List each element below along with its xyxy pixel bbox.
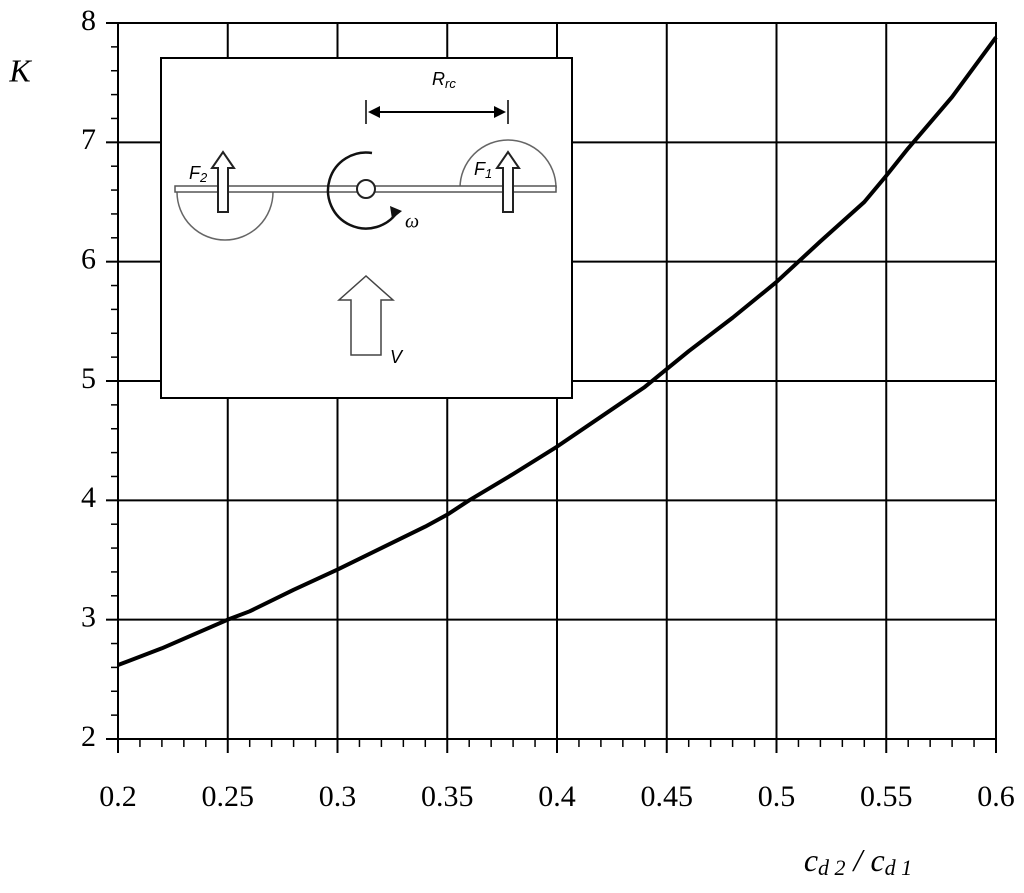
hub <box>356 179 376 199</box>
x-tick-label: 0.55 <box>860 780 913 813</box>
x-label-part: d 2 <box>818 855 846 880</box>
x-tick-label: 0.6 <box>977 780 1015 813</box>
inset-text: F <box>474 159 486 179</box>
y-tick-label: 4 <box>81 481 96 514</box>
x-tick-label: 0.2 <box>99 780 137 813</box>
inset-label: Rrc <box>432 69 456 92</box>
inset-text: 1 <box>485 166 492 181</box>
inset-diagram <box>160 57 573 399</box>
force-arrow <box>210 150 236 213</box>
rotation-arc <box>326 151 400 230</box>
x-axis-label: cd 2 / cd 1 <box>804 842 912 880</box>
y-axis-label: K <box>8 52 32 88</box>
rotation-arrowhead <box>390 206 402 219</box>
y-tick-label: 5 <box>81 362 96 395</box>
plot-frame <box>117 22 997 740</box>
x-label-part: c <box>804 842 818 878</box>
y-tick-label: 3 <box>81 601 96 634</box>
x-tick-label: 0.45 <box>641 780 694 813</box>
y-tick-label: 6 <box>81 243 96 276</box>
velocity-arrow <box>337 274 395 356</box>
inset-label: F2 <box>189 163 208 186</box>
x-label-part: d 1 <box>885 855 913 880</box>
x-label-part: / <box>846 842 871 878</box>
left-half-disc <box>176 191 274 241</box>
right-half-disc <box>459 139 557 189</box>
x-label-part: c <box>870 842 884 878</box>
y-tick-label: 8 <box>81 4 96 37</box>
x-tick-label: 0.4 <box>538 780 576 813</box>
y-tick-label: 2 <box>81 720 96 753</box>
x-tick-label: 0.3 <box>319 780 357 813</box>
inset-label: V <box>390 347 404 367</box>
force-arrow <box>495 150 521 213</box>
x-tick-label: 0.25 <box>202 780 255 813</box>
y-tick-label: 7 <box>81 123 96 156</box>
inset-text: rc <box>445 76 456 91</box>
inset-text: R <box>432 69 445 89</box>
inset-label: ω <box>405 211 419 233</box>
x-tick-label: 0.5 <box>758 780 796 813</box>
inset-label: F1 <box>474 159 492 182</box>
inset-text: 2 <box>199 170 208 185</box>
inset-text: F <box>189 163 201 183</box>
x-tick-label: 0.35 <box>421 780 474 813</box>
curve <box>117 36 998 667</box>
